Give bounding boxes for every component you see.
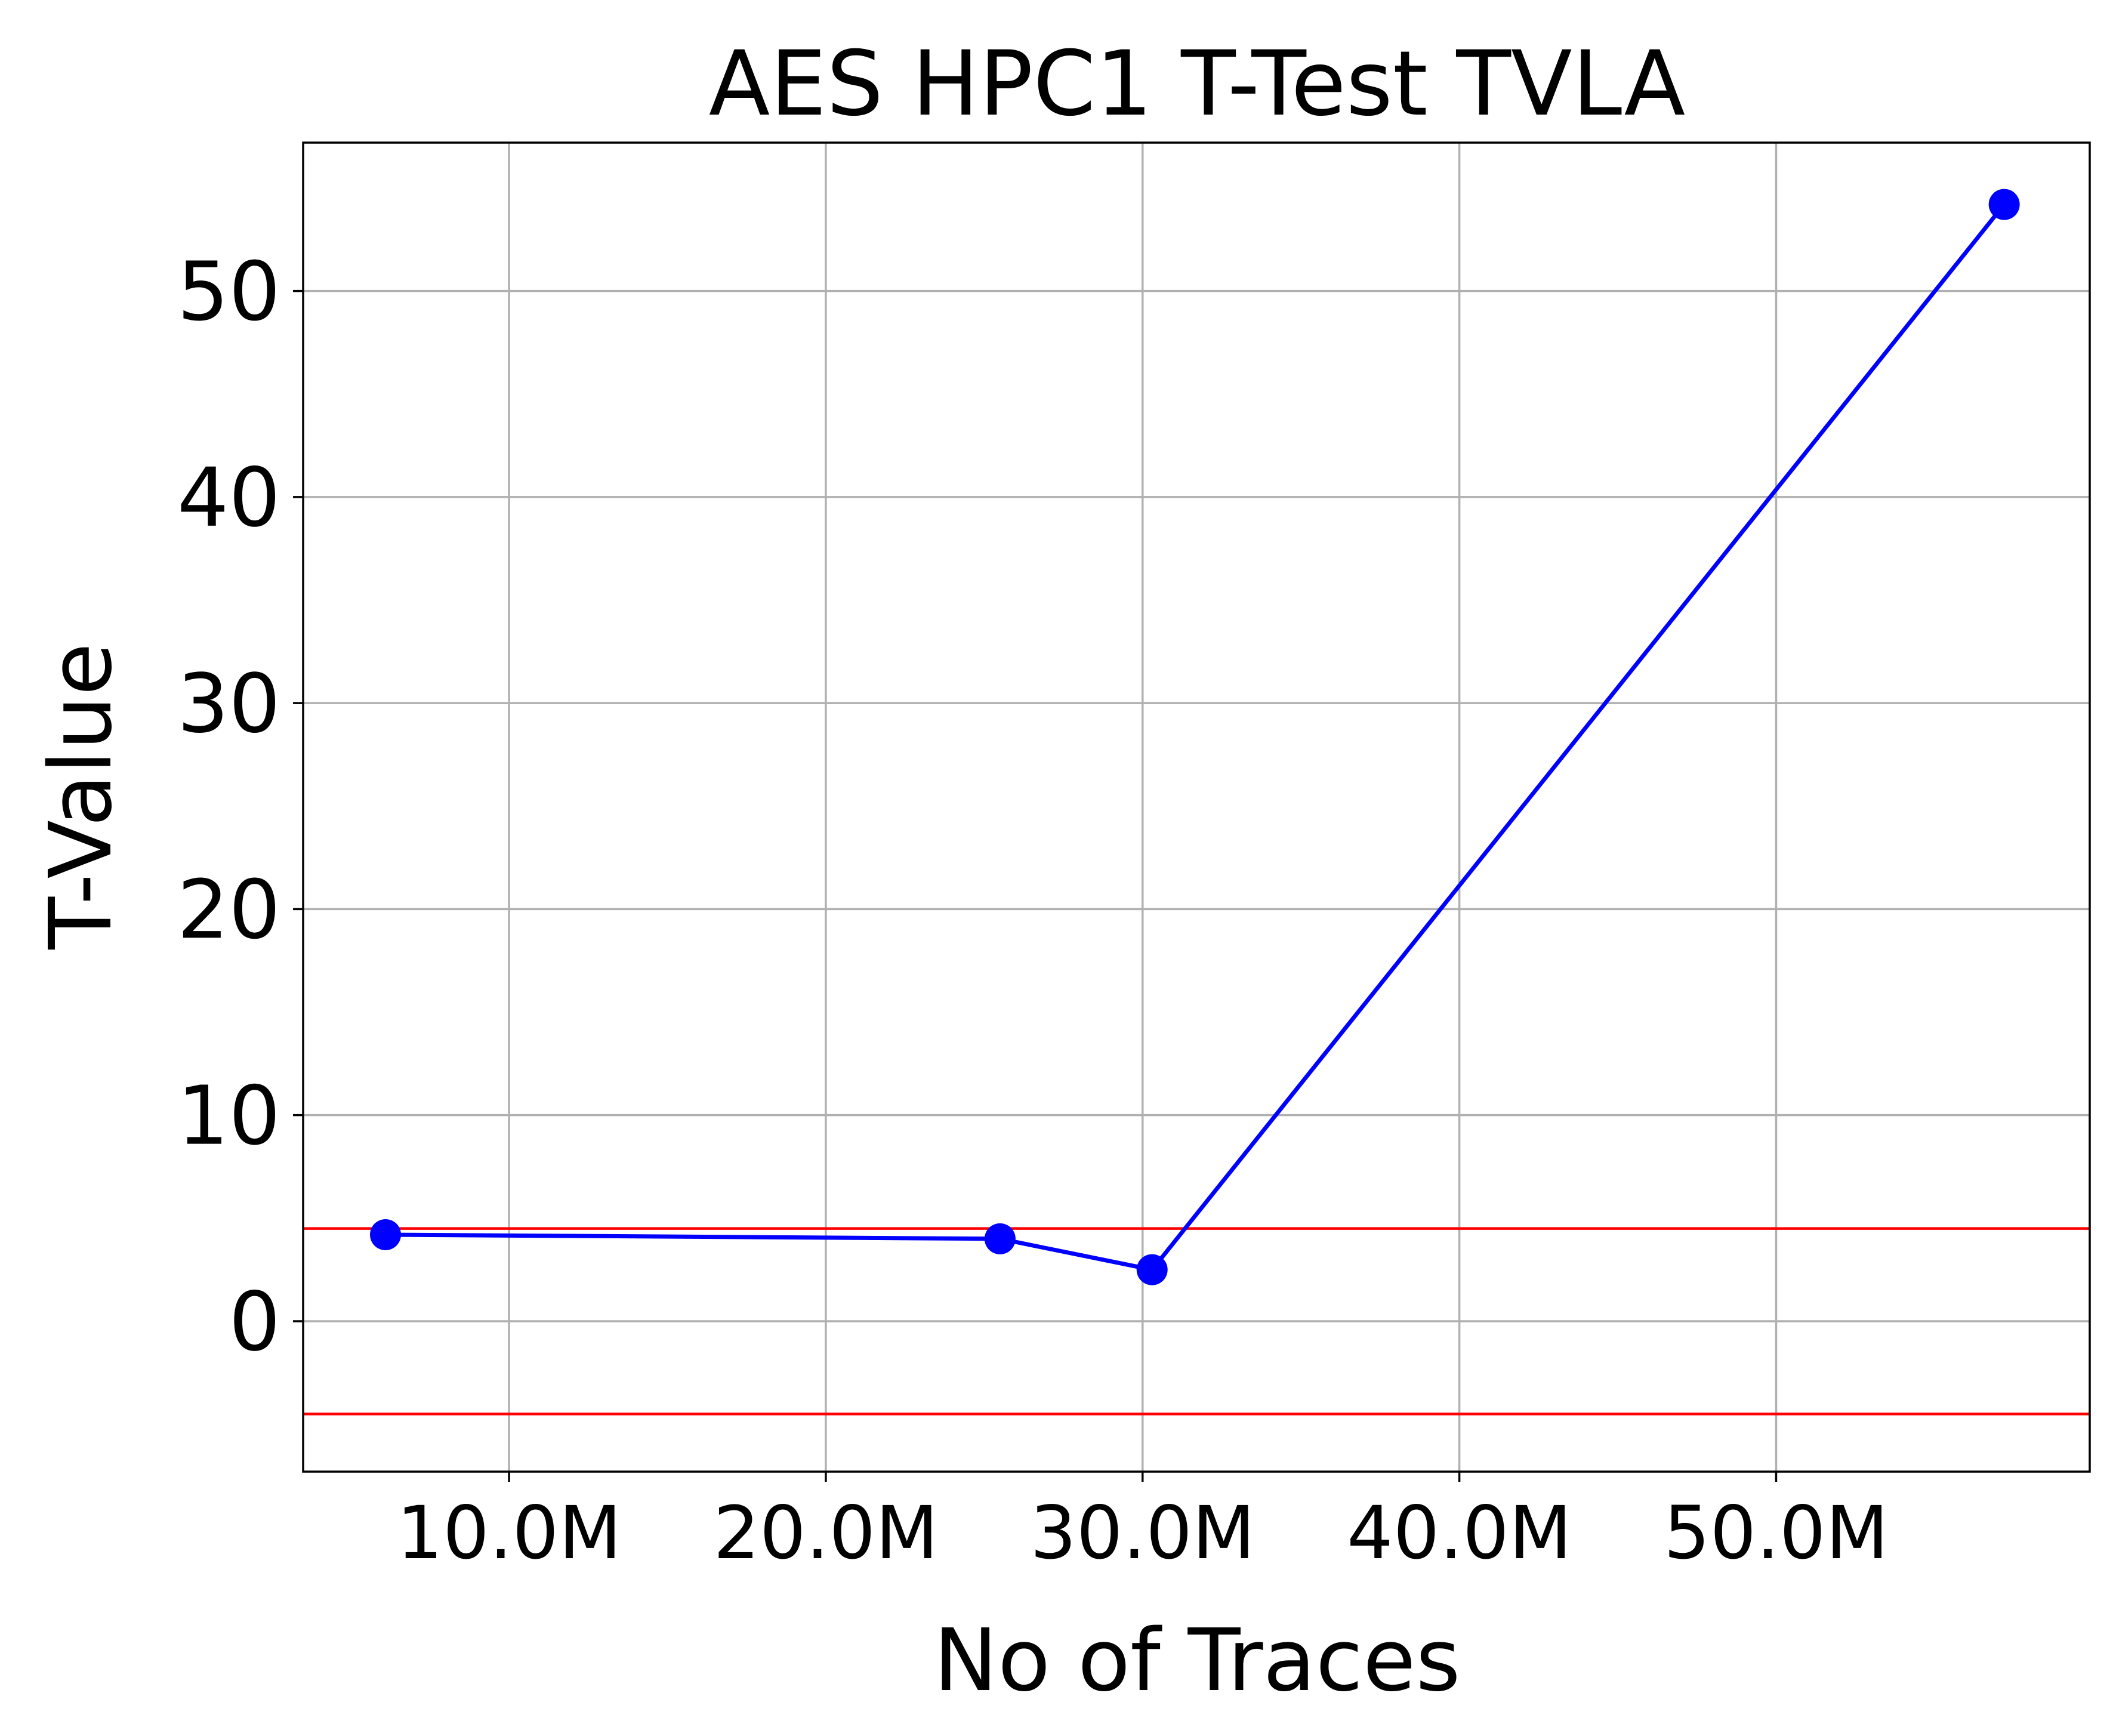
y-tick-label: 10 xyxy=(177,1069,280,1164)
data-point xyxy=(1136,1254,1168,1285)
y-tick-label: 40 xyxy=(177,451,280,545)
y-axis-label: T-Value xyxy=(30,643,131,950)
series-line xyxy=(385,203,2006,1272)
y-tick-label: 20 xyxy=(177,863,280,957)
grid xyxy=(303,143,2090,1472)
data-point xyxy=(984,1223,1016,1254)
plot-frame xyxy=(302,141,2091,1473)
threshold-lines xyxy=(303,1227,2090,1416)
data-point xyxy=(1988,189,2020,220)
x-axis-label: No of Traces xyxy=(933,1610,1460,1710)
y-tick-label: 30 xyxy=(177,657,280,751)
ticks: 10.0M 20.0M 30.0M 40.0M 50.0M 0 10 20 30 40 50 xyxy=(177,245,1889,1575)
data-point xyxy=(370,1219,402,1250)
x-tick-label: 20.0M xyxy=(713,1491,938,1575)
x-tick-label: 30.0M xyxy=(1030,1491,1255,1575)
x-tick-label: 40.0M xyxy=(1347,1491,1572,1575)
y-tick-label: 0 xyxy=(229,1275,280,1370)
x-tick-label: 10.0M xyxy=(397,1491,622,1575)
series xyxy=(370,189,2020,1285)
y-tick-label: 50 xyxy=(177,245,280,340)
chart-title: AES HPC1 T-Test TVLA xyxy=(709,32,1686,136)
x-tick-label: 50.0M xyxy=(1664,1491,1889,1575)
